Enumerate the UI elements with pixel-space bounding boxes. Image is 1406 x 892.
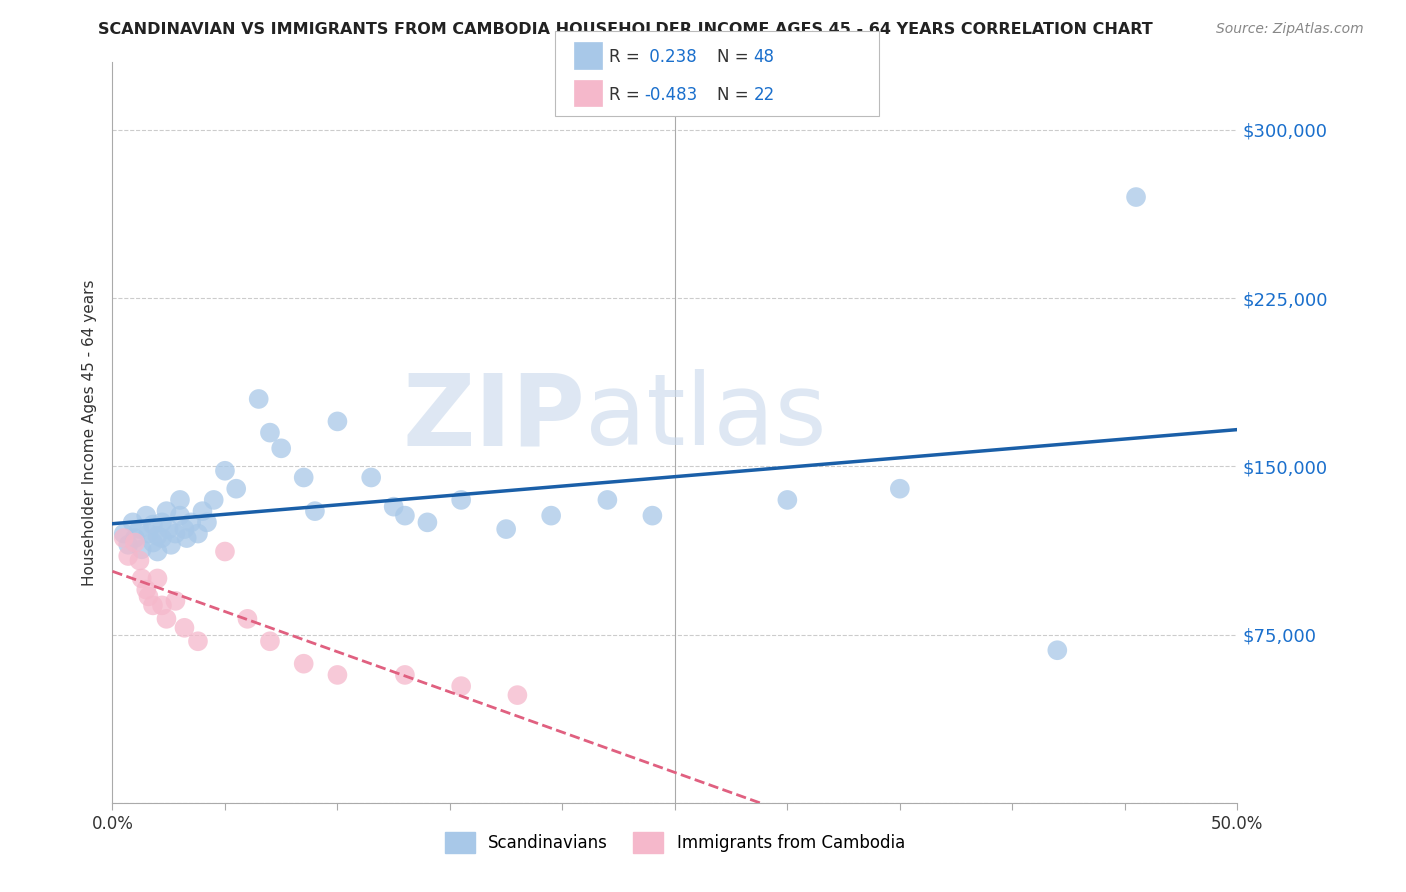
Point <box>236 612 259 626</box>
Point <box>142 599 165 613</box>
Point <box>191 504 214 518</box>
Point <box>214 544 236 558</box>
Point <box>506 688 529 702</box>
Point <box>776 492 799 507</box>
Point <box>641 508 664 523</box>
Point <box>138 526 160 541</box>
Point <box>165 594 187 608</box>
Point <box>394 508 416 523</box>
Point <box>187 526 209 541</box>
Point <box>155 504 177 518</box>
Point <box>326 668 349 682</box>
Point <box>165 526 187 541</box>
Point <box>596 492 619 507</box>
Text: N =: N = <box>717 48 754 66</box>
Text: 48: 48 <box>754 48 775 66</box>
Point <box>169 492 191 507</box>
Point <box>214 464 236 478</box>
Text: 22: 22 <box>754 86 775 103</box>
Point <box>121 516 143 530</box>
Point <box>450 492 472 507</box>
Point <box>1125 190 1147 204</box>
Point <box>112 531 135 545</box>
Point <box>270 442 292 456</box>
Point <box>117 549 139 563</box>
Point <box>187 634 209 648</box>
Point <box>173 522 195 536</box>
Text: ZIP: ZIP <box>402 369 585 467</box>
Point <box>131 542 153 557</box>
Text: Source: ZipAtlas.com: Source: ZipAtlas.com <box>1216 22 1364 37</box>
Point <box>142 535 165 549</box>
Point <box>169 508 191 523</box>
Point <box>135 508 157 523</box>
Point <box>382 500 405 514</box>
Point <box>1046 643 1069 657</box>
Point <box>146 544 169 558</box>
Point <box>124 531 146 545</box>
Point <box>304 504 326 518</box>
Point <box>128 522 150 536</box>
Point <box>146 571 169 585</box>
Point <box>112 526 135 541</box>
Point <box>202 492 225 507</box>
Point <box>360 470 382 484</box>
Point <box>259 425 281 440</box>
Point <box>292 657 315 671</box>
Point <box>889 482 911 496</box>
Point <box>292 470 315 484</box>
Point <box>146 529 169 543</box>
Point <box>135 582 157 597</box>
Point <box>326 414 349 428</box>
Point <box>173 621 195 635</box>
Point <box>259 634 281 648</box>
Point <box>394 668 416 682</box>
Point <box>450 679 472 693</box>
Point <box>160 538 183 552</box>
Point <box>540 508 562 523</box>
Point <box>157 522 180 536</box>
Text: -0.483: -0.483 <box>644 86 697 103</box>
Text: R =: R = <box>609 86 645 103</box>
Point <box>495 522 517 536</box>
Text: 0.238: 0.238 <box>644 48 697 66</box>
Point <box>195 516 218 530</box>
Text: atlas: atlas <box>585 369 827 467</box>
Point <box>150 599 173 613</box>
Point <box>150 531 173 545</box>
Point <box>176 531 198 545</box>
Point <box>138 590 160 604</box>
Point <box>142 517 165 532</box>
Point <box>247 392 270 406</box>
Point <box>117 538 139 552</box>
Point <box>124 535 146 549</box>
Point <box>128 553 150 567</box>
Point <box>155 612 177 626</box>
Text: N =: N = <box>717 86 754 103</box>
Text: SCANDINAVIAN VS IMMIGRANTS FROM CAMBODIA HOUSEHOLDER INCOME AGES 45 - 64 YEARS C: SCANDINAVIAN VS IMMIGRANTS FROM CAMBODIA… <box>98 22 1153 37</box>
Point <box>225 482 247 496</box>
Point <box>416 516 439 530</box>
Point <box>150 516 173 530</box>
Point <box>180 516 202 530</box>
Point <box>131 571 153 585</box>
Text: R =: R = <box>609 48 645 66</box>
Legend: Scandinavians, Immigrants from Cambodia: Scandinavians, Immigrants from Cambodia <box>437 824 912 861</box>
Y-axis label: Householder Income Ages 45 - 64 years: Householder Income Ages 45 - 64 years <box>82 279 97 586</box>
